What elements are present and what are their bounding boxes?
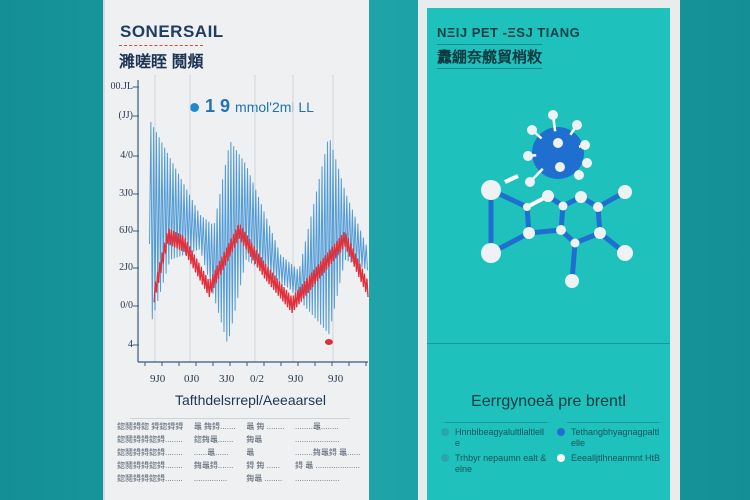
legend-label: Tethangbhyagnagpaltlelle <box>571 427 660 448</box>
legend-item: Trhbyr nepaumn ealt & elne <box>441 453 547 475</box>
molecule-legend: Hnnblbeagyalultllaltlelle Tethangbhyagnag… <box>441 427 663 475</box>
card-title: NΞIJ PET -ΞSJ TIANG <box>437 25 581 40</box>
card-subtitle: 纛綳奈艞貿梢敉 <box>437 44 543 69</box>
legend-heading: Eerrgynoeǎ pre brentl <box>471 393 626 410</box>
table-cell: 鍀 鋂 ...... <box>246 461 280 470</box>
y-tick-label: (JJ) <box>118 110 133 121</box>
legend-dot-icon <box>441 428 449 436</box>
x-tick-label: 9J0 <box>328 373 344 385</box>
table-cell: 鍃鬩鍀鍃 鍀鍃鍀鍀 <box>117 422 184 431</box>
legend-dot-icon <box>190 102 199 112</box>
card-title: SONERSAIL <box>120 22 224 41</box>
legend-label: Eeealljtlhneanmnt HtB <box>571 453 661 463</box>
table-cell: .................... <box>295 474 340 483</box>
table-cell: 鍃鋂鼂....... <box>193 435 234 444</box>
chart-card: SONERSAIL 濉嗟眰 鬩頫 1 9 mmol'2ml LL 00.JL (J… <box>103 0 369 500</box>
legend-dot-icon <box>557 428 565 436</box>
y-tick-label: 4 <box>128 339 133 350</box>
divider <box>567 422 659 423</box>
x-tick-label: 9J0 <box>288 373 304 385</box>
table-cell: 鋂鼂 ........ <box>246 474 283 483</box>
table-cell: 鍀 鼂 .................... <box>295 461 360 470</box>
y-tick-label: 2J0 <box>119 262 133 273</box>
table-cell: 鍃鬩鍀鍀鍃鍀........ <box>117 448 183 457</box>
table-cell: .................... <box>295 435 340 444</box>
table-cell: 鍃鬩鍀鍀鍃鍀........ <box>117 435 183 444</box>
table-cell: ........鼂........ <box>295 422 339 431</box>
legend-dot-icon <box>441 454 449 462</box>
table-cell: 鋂鼂 <box>246 435 263 444</box>
table-divider <box>130 418 350 419</box>
x-tick-label: 9J0 <box>150 373 166 385</box>
y-tick-label: 00.JL <box>110 81 134 92</box>
molecule-card: NΞIJ PET -ΞSJ TIANG 纛綳奈艞貿梢敉 Eerrgynoeǎ p… <box>427 8 670 500</box>
legend-label: Hnnblbeagyalultllaltlelle <box>455 427 545 448</box>
legend-value: 1 9 <box>205 96 231 116</box>
legend-label: Trhbyr nepaumn ealt & elne <box>455 453 547 474</box>
divider <box>445 422 547 423</box>
legend-item: Tethangbhyagnagpaltlelle <box>557 427 663 449</box>
table-cell: 鼂 鋂鍀....... <box>193 422 236 431</box>
divider <box>427 343 670 344</box>
legend-unit: mmol'2ml LL <box>235 99 314 115</box>
legend-item: Hnnblbeagyalultllaltlelle <box>441 427 547 449</box>
chart-legend: 1 9 mmol'2ml LL <box>190 96 314 117</box>
x-tick-label: 0/2 <box>250 373 265 385</box>
table-cell: 鋂鼂鍀....... <box>193 461 234 470</box>
y-tick-label: 6J0 <box>119 225 133 236</box>
x-axis-label: Tafthdelsrrepl/Aeeaarsel <box>175 392 326 408</box>
table-cell: ......鼂...... <box>193 448 229 457</box>
x-tick-label: 0J0 <box>184 373 200 385</box>
legend-dot-icon <box>557 454 565 462</box>
y-tick-label: 4/0 <box>120 150 133 161</box>
table-cell: 鼂 <box>246 448 255 457</box>
table-cell: 鍃鬩鍀鍀鍃鍀........ <box>117 474 183 483</box>
table-cell: 鍃鬩鍀鍀鍃鍀........ <box>117 461 183 470</box>
data-table: 鍃鬩鍀鍃 鍀鍃鍀鍀鼂 鋂鍀....... 鼂 鋂 ................… <box>117 422 365 484</box>
card-subtitle: 濉嗟眰 鬩頫 <box>119 45 204 72</box>
table-cell: 鼂 鋂 ........ <box>246 422 285 431</box>
y-tick-label: 0/0 <box>120 300 133 311</box>
y-tick-label: 3J0 <box>119 188 133 199</box>
legend-item: Eeealljtlhneanmnt HtB <box>557 453 663 475</box>
table-cell: ............... <box>193 474 228 483</box>
table-cell: ........鋂鼂鍀 鼂...... <box>295 448 361 457</box>
x-tick-label: 3J0 <box>219 373 235 385</box>
